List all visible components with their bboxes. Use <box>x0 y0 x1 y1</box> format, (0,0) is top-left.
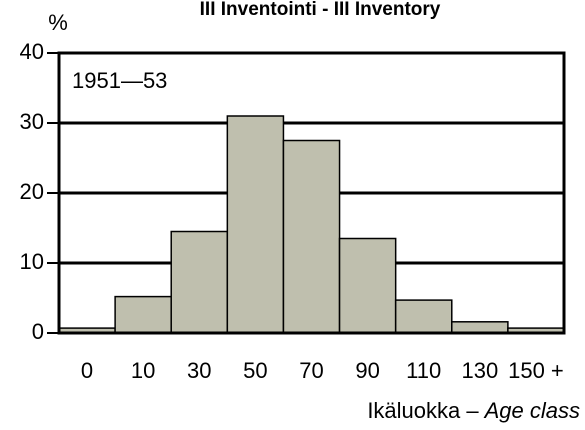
y-tick-label: 30 <box>20 109 44 134</box>
bar <box>226 115 285 334</box>
bar <box>114 295 172 334</box>
x-tick-label: 70 <box>299 358 323 383</box>
x-tick-label: 50 <box>243 358 267 383</box>
x-tick-label: 0 <box>81 358 93 383</box>
y-tick-label: 40 <box>20 39 44 64</box>
chart-title: III Inventointi - III Inventory <box>200 0 441 20</box>
bar <box>338 237 397 334</box>
plot-frame <box>57 51 566 335</box>
bar <box>282 139 341 334</box>
y-tick-label: 0 <box>32 319 44 344</box>
x-tick-label: 30 <box>187 358 211 383</box>
bar <box>170 230 229 334</box>
x-axis-label-en: Age class <box>483 398 580 423</box>
y-tick-label: 20 <box>20 179 44 204</box>
x-tick-label: 130 <box>461 358 498 383</box>
bar <box>394 299 453 334</box>
y-tick-label: 10 <box>20 249 44 274</box>
x-tick-label: 90 <box>355 358 379 383</box>
x-axis-label-fi: Ikäluokka – <box>367 398 479 423</box>
x-tick-label: 110 <box>406 358 441 383</box>
annotation: 1951—53 <box>72 68 167 93</box>
x-axis-label: Ikäluokka – Age class <box>367 398 580 423</box>
x-tick-label: 10 <box>131 358 155 383</box>
bar <box>451 321 509 334</box>
x-tick-label: 150 + <box>508 358 564 383</box>
y-axis-label: % <box>48 10 68 35</box>
